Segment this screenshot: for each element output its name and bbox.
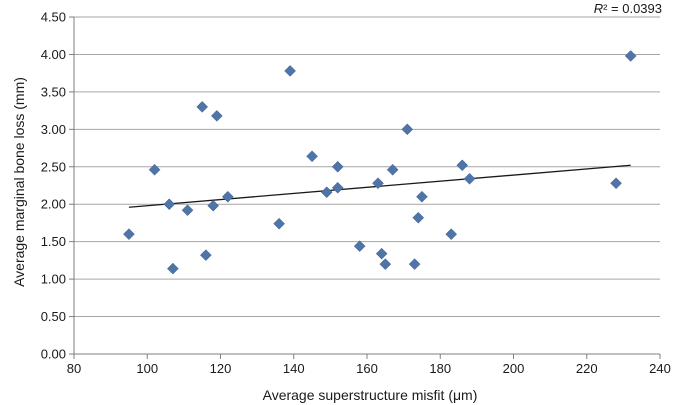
axes xyxy=(69,16,661,359)
tick-labels: 0.00 0.50 1.00 1.50 2.00 2.50 3.00 3.50 4.00 4.50… xyxy=(41,10,671,377)
x-tick-label: 240 xyxy=(649,361,671,376)
data-point xyxy=(416,190,428,203)
x-tick-label: 120 xyxy=(210,361,232,376)
data-point xyxy=(610,177,622,190)
x-tick-label: 80 xyxy=(67,361,81,376)
y-tick-label: 3.00 xyxy=(41,122,66,137)
gridlines xyxy=(74,16,660,318)
y-tick-label: 3.50 xyxy=(41,84,66,99)
data-point xyxy=(401,123,414,136)
data-point xyxy=(331,181,344,194)
data-point xyxy=(331,160,344,173)
y-tick-label: 4.00 xyxy=(41,47,66,62)
data-point xyxy=(306,150,318,163)
x-tick-label: 220 xyxy=(576,361,598,376)
data-point xyxy=(408,258,421,270)
x-tick-label: 180 xyxy=(429,361,451,376)
data-point xyxy=(372,177,384,190)
r-squared-value: ² = 0.0393 xyxy=(603,1,662,16)
y-tick-label: 1.00 xyxy=(41,272,66,287)
data-point xyxy=(379,258,392,270)
y-tick-label: 0.50 xyxy=(41,309,66,324)
data-point xyxy=(320,186,333,199)
data-point xyxy=(207,199,220,212)
y-tick-label: 4.50 xyxy=(41,10,66,25)
y-tick-label: 2.50 xyxy=(41,159,66,174)
data-point xyxy=(412,211,425,224)
data-point xyxy=(273,217,285,230)
y-tick-label: 0.00 xyxy=(41,347,66,362)
data-point xyxy=(148,163,161,176)
data-point xyxy=(456,159,469,172)
data-point xyxy=(181,204,194,217)
x-tick-label: 100 xyxy=(136,361,158,376)
x-axis-title: Average superstructure misfit (μm) xyxy=(263,387,478,403)
data-point xyxy=(196,101,209,113)
data-point xyxy=(167,262,179,275)
r-squared-label: R² = 0.0393 xyxy=(594,1,662,16)
x-tick-label: 200 xyxy=(503,361,525,376)
data-point xyxy=(284,65,296,77)
r-squared-symbol: R xyxy=(594,1,603,16)
data-point xyxy=(386,163,399,176)
data-point xyxy=(163,198,176,211)
data-point xyxy=(199,249,212,262)
y-axis-title: Average marginal bone loss (mm) xyxy=(11,77,27,287)
x-tick-label: 140 xyxy=(283,361,305,376)
data-point xyxy=(624,50,637,62)
data-point xyxy=(123,228,135,241)
data-point xyxy=(210,109,223,122)
data-point xyxy=(445,228,458,241)
data-point xyxy=(221,190,234,203)
data-point xyxy=(375,247,388,260)
y-tick-label: 2.00 xyxy=(41,197,66,212)
data-point xyxy=(353,240,366,253)
y-tick-label: 1.50 xyxy=(41,234,66,249)
data-points xyxy=(123,50,637,275)
data-point xyxy=(463,172,476,185)
x-tick-label: 160 xyxy=(356,361,378,376)
